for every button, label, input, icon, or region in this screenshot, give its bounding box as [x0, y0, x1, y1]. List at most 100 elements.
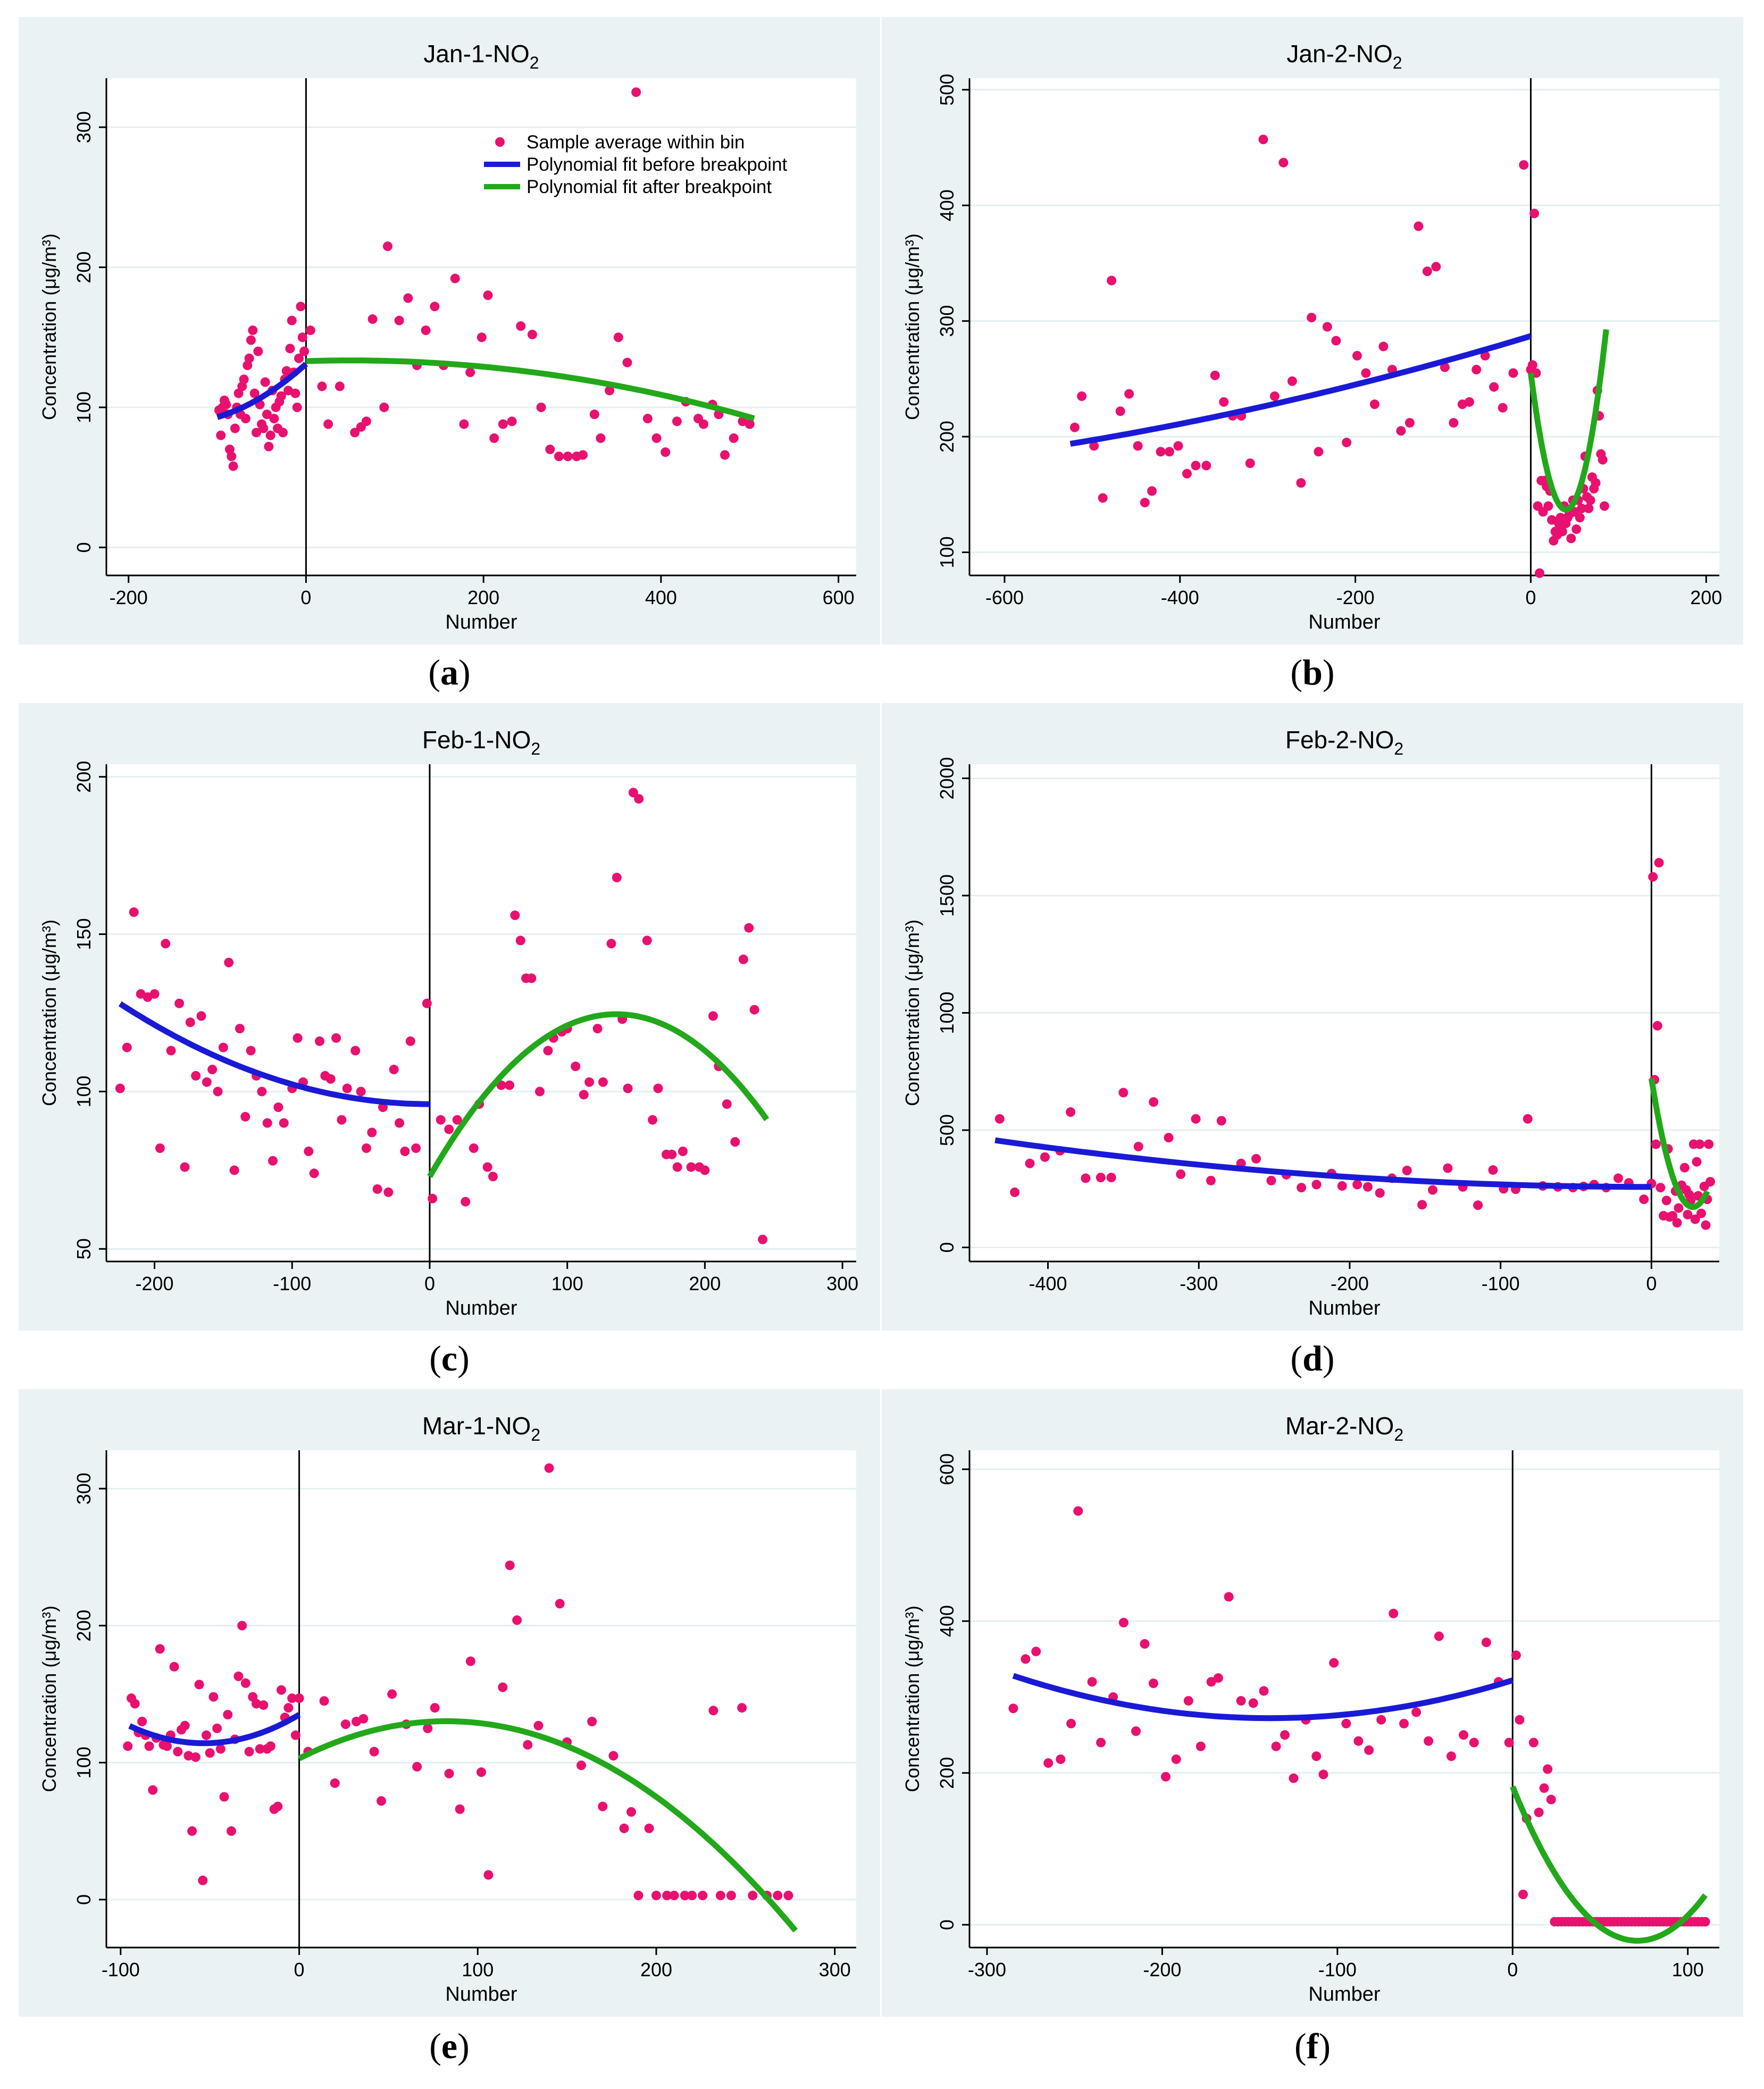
data-point: [482, 1162, 492, 1172]
chart-svg-c: 50 100 150 200 -200 -100 0 100 200 300 Number Conce…: [38, 726, 858, 1319]
y-tick-label: 0: [73, 542, 95, 553]
data-point: [642, 935, 652, 946]
data-point: [187, 1826, 197, 1836]
data-point: [1329, 1658, 1339, 1668]
data-point: [246, 1046, 256, 1056]
data-point: [1322, 322, 1332, 332]
data-point: [240, 1678, 250, 1688]
data-point: [1236, 1696, 1246, 1706]
data-point: [461, 1197, 471, 1207]
x-tick-label: -200: [1143, 1959, 1181, 1981]
data-point: [1025, 1158, 1035, 1168]
data-point: [1704, 1139, 1714, 1149]
data-point: [543, 1046, 553, 1056]
data-point: [515, 935, 525, 946]
data-point: [216, 430, 226, 440]
data-point: [1266, 1175, 1276, 1185]
data-point: [265, 1741, 275, 1751]
x-tick-label: -200: [136, 1273, 174, 1294]
data-point: [387, 1689, 397, 1699]
legend-point-swatch: [495, 137, 505, 147]
data-point: [1087, 1677, 1097, 1687]
y-tick-label: 100: [936, 536, 958, 568]
x-axis-label: Number: [1308, 611, 1380, 633]
y-tick-label: 100: [73, 391, 95, 423]
data-point: [180, 1720, 190, 1731]
data-point: [198, 1875, 208, 1885]
data-point: [745, 419, 755, 429]
data-point: [422, 998, 432, 1008]
chart-title-main: Feb-2-NO: [1285, 726, 1394, 754]
data-point: [536, 402, 546, 412]
x-tick-label: -100: [102, 1959, 140, 1981]
data-point: [340, 1719, 350, 1729]
x-tick-label: -300: [968, 1959, 1006, 1981]
x-axis-label: Number: [445, 1983, 517, 2006]
caption-d: (d): [1290, 1338, 1335, 1378]
data-point: [149, 989, 160, 999]
data-point: [169, 1661, 179, 1672]
data-point: [1206, 1677, 1216, 1687]
data-point: [715, 1891, 725, 1901]
data-point: [1695, 1139, 1705, 1149]
data-point: [1705, 1177, 1715, 1187]
data-point: [1008, 1703, 1018, 1714]
data-point: [1173, 441, 1183, 451]
data-point: [476, 1767, 486, 1777]
y-tick-label: 400: [936, 1605, 958, 1637]
data-point: [748, 1891, 758, 1901]
data-point: [323, 419, 333, 429]
data-point: [1096, 1173, 1106, 1183]
caption-letter-b: b: [1302, 652, 1323, 692]
data-point: [1613, 1173, 1623, 1183]
x-tick-label: 300: [819, 1959, 851, 1981]
data-point: [1191, 461, 1201, 471]
data-point: [994, 1114, 1005, 1124]
data-point: [1654, 858, 1664, 868]
data-point: [377, 1796, 386, 1806]
data-point: [1692, 1157, 1702, 1167]
data-point: [1575, 513, 1585, 523]
data-point: [555, 1599, 565, 1609]
data-point: [680, 1891, 690, 1901]
data-point: [148, 1785, 158, 1795]
data-point: [161, 939, 171, 949]
y-tick-label: 400: [936, 189, 958, 221]
data-point: [405, 1036, 415, 1046]
data-point: [292, 402, 302, 412]
data-point: [634, 794, 644, 804]
data-point: [1147, 486, 1157, 496]
data-point: [233, 1672, 244, 1681]
chart-svg-f: 0 200 400 600 -300 -200 -100 0 100 Number Concentr…: [901, 1412, 1719, 2006]
data-point: [325, 1074, 336, 1084]
data-point: [1106, 1173, 1116, 1183]
data-point: [507, 416, 517, 427]
data-point: [1160, 1772, 1171, 1782]
data-point: [644, 1823, 654, 1833]
data-point: [287, 315, 297, 325]
data-point: [304, 1146, 314, 1156]
chart-title: Feb-2-NO2: [1285, 726, 1403, 758]
data-point: [633, 1891, 643, 1901]
data-point: [436, 1115, 446, 1125]
data-point: [279, 1118, 289, 1128]
chart-svg-a: 0 100 200 300 -200 0 200 400 600 Number Concentrat…: [38, 40, 856, 633]
x-tick-label: -300: [1180, 1273, 1218, 1294]
data-point: [483, 1870, 494, 1880]
x-tick-label: -100: [273, 1273, 311, 1294]
data-point: [672, 1162, 682, 1172]
data-point: [1248, 1698, 1258, 1708]
data-point: [1216, 1116, 1226, 1126]
data-point: [1443, 1163, 1453, 1173]
data-point: [1527, 360, 1537, 370]
data-point: [606, 939, 616, 949]
data-point: [1488, 1165, 1498, 1175]
data-point: [130, 1699, 140, 1709]
plot-area: [969, 78, 1719, 575]
data-point: [1115, 406, 1125, 416]
data-point: [1361, 368, 1371, 378]
data-point: [619, 1823, 629, 1833]
data-point: [455, 1804, 465, 1814]
x-tick-label: -100: [1482, 1273, 1520, 1294]
data-point: [1652, 1021, 1662, 1031]
